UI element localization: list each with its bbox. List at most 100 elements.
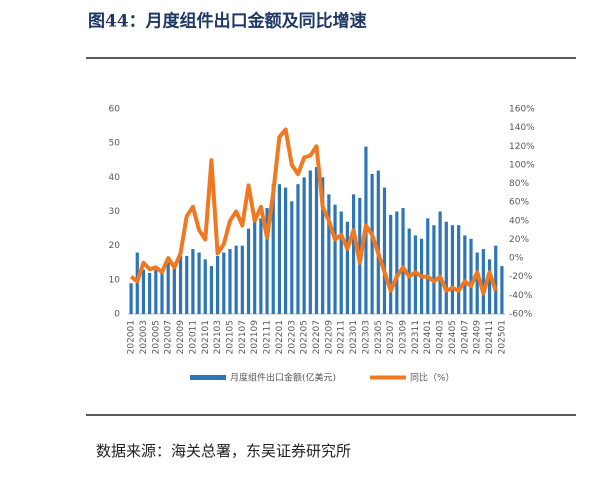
source: 数据来源：海关总署，东吴证券研究所: [96, 442, 351, 460]
bar: [277, 184, 282, 314]
bar: [494, 245, 498, 314]
bar: [339, 211, 343, 314]
x-tick-label: 202411: [485, 320, 495, 354]
x-tick-label: 202005: [151, 320, 161, 354]
bar: [172, 262, 176, 314]
bar: [389, 214, 393, 314]
y-tick-label: 50: [109, 139, 121, 149]
bar: [228, 249, 232, 314]
x-tick-label: 202001: [127, 320, 137, 354]
bar: [469, 238, 473, 314]
legend-label: 月度组件出口金额(亿美元): [230, 372, 336, 384]
x-tick-label: 202403: [436, 320, 446, 354]
bar: [191, 249, 195, 314]
bar: [333, 204, 337, 314]
x-tick-label: 202109: [250, 320, 260, 355]
bar: [209, 266, 214, 314]
x-tick-label: 202105: [225, 320, 235, 354]
y-tick-label: 0: [114, 310, 120, 320]
y2-tick-label: -40%: [509, 291, 533, 301]
y2-tick-label: -60%: [509, 310, 533, 320]
line: [129, 127, 498, 296]
bar: [314, 167, 319, 314]
x-tick-label: 202101: [201, 320, 211, 354]
bar: [308, 170, 312, 314]
bar: [259, 218, 263, 314]
bar: [321, 177, 325, 314]
y2-tick-label: 140%: [509, 123, 535, 133]
x-tick-label: 202207: [312, 320, 322, 354]
bar: [185, 255, 189, 314]
bar: [246, 228, 251, 314]
bar: [395, 211, 399, 314]
x-tick-label: 202309: [399, 320, 409, 355]
bar: [222, 252, 226, 314]
y2-tick-label: 80%: [509, 179, 529, 189]
bar: [178, 255, 183, 314]
bar: [160, 273, 164, 314]
legend-swatch: [190, 375, 226, 380]
chart-title: 图44：月度组件出口金额及同比增速: [88, 11, 367, 32]
bar: [450, 225, 455, 314]
x-tick-label: 202301: [349, 320, 359, 354]
bar: [148, 273, 152, 314]
bar: [216, 255, 220, 314]
bar: [253, 221, 257, 314]
y2-tick-label: 20%: [509, 235, 529, 245]
x-tick-label: 202407: [460, 320, 470, 354]
bar: [432, 225, 436, 314]
x-tick-label: 202409: [473, 320, 483, 355]
bar: [382, 187, 387, 314]
x-tick-label: 202111: [263, 320, 273, 354]
bar: [154, 269, 158, 314]
bar: [376, 170, 380, 314]
y2-tick-label: -20%: [509, 272, 533, 282]
x-tick-label: 202107: [238, 320, 248, 354]
y2-tick-label: 60%: [509, 198, 529, 208]
x-tick-label: 202303: [361, 320, 371, 354]
bar: [413, 235, 417, 314]
x-tick-label: 202203: [287, 320, 297, 354]
bar: [345, 221, 350, 314]
bar: [290, 201, 294, 314]
x-tick-label: 202205: [300, 320, 310, 354]
x-tick-label: 202007: [164, 320, 174, 354]
bar: [444, 221, 448, 314]
bar: [351, 194, 356, 314]
bar: [141, 269, 146, 314]
bar: [426, 218, 430, 314]
x-tick-label: 202103: [213, 320, 223, 354]
bar: [401, 208, 405, 314]
x-tick-label: 202201: [275, 320, 285, 354]
bar: [129, 283, 133, 314]
y-tick-label: 60: [109, 105, 121, 115]
y2-tick-label: 40%: [509, 216, 529, 226]
y-tick-label: 10: [109, 275, 121, 285]
bar: [197, 252, 201, 314]
bar: [438, 211, 442, 314]
bar: [327, 194, 331, 314]
bar: [481, 249, 485, 314]
bar: [265, 208, 269, 314]
x-tick-label: 202009: [176, 320, 186, 355]
y-tick-label: 20: [109, 241, 121, 251]
bar: [475, 252, 479, 314]
bar: [296, 184, 300, 314]
bar: [234, 245, 238, 314]
bar: [240, 245, 244, 314]
x-tick-label: 202211: [337, 320, 347, 354]
y-tick-label: 40: [109, 173, 121, 183]
bar: [500, 266, 504, 314]
x-tick-label: 202003: [139, 320, 149, 354]
y2-tick-label: 160%: [509, 105, 535, 115]
bar: [166, 262, 170, 314]
y2-tick-label: 120%: [509, 142, 535, 152]
x-tick-label: 202307: [386, 320, 396, 354]
x-tick-label: 202501: [497, 320, 507, 354]
x-tick-label: 202209: [324, 320, 334, 355]
bar: [407, 228, 411, 314]
bar: [271, 184, 275, 314]
x-tick-label: 202405: [448, 320, 458, 354]
x-tick-label: 202311: [411, 320, 421, 354]
bar: [302, 177, 306, 314]
